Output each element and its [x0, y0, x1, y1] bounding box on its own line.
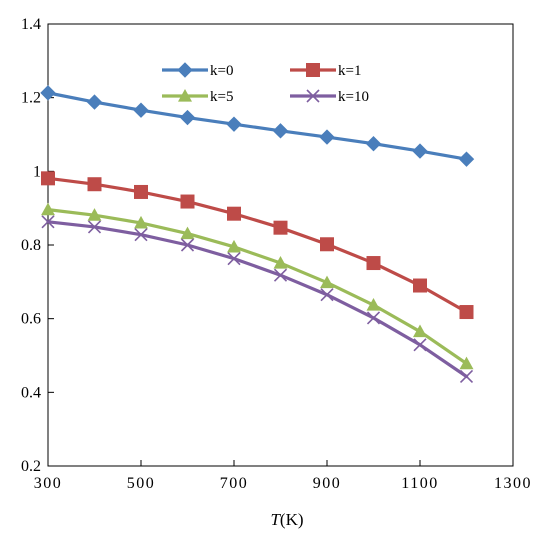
data-point: [459, 305, 474, 320]
series-line: [46, 220, 469, 379]
data-point: [320, 237, 334, 252]
data-point: [412, 143, 428, 159]
y-tick-label: 0.4: [21, 384, 41, 401]
data-point: [459, 369, 474, 384]
data-point: [87, 208, 102, 221]
series-k=5: [41, 202, 474, 370]
data-point-stroke-b: [413, 338, 427, 352]
series-line: [46, 91, 469, 161]
data-point: [134, 184, 148, 199]
data-point: [320, 288, 334, 302]
data-point: [366, 298, 381, 311]
plot-frame: [47, 23, 514, 467]
data-point-stroke-b: [320, 288, 334, 302]
data-point: [319, 129, 335, 145]
data-point-stroke-b: [180, 238, 195, 252]
data-point: [180, 226, 195, 240]
x-tick-label: 900: [313, 475, 342, 492]
data-point: [227, 239, 241, 253]
series-group: [40, 85, 475, 384]
x-tick-label: 1100: [401, 475, 438, 492]
data-point-stroke-b: [41, 215, 55, 229]
data-point: [320, 275, 334, 289]
data-point: [41, 202, 55, 216]
data-point-stroke-b: [366, 311, 381, 325]
legend-label: k=5: [210, 89, 233, 105]
data-point: [272, 123, 289, 139]
data-point: [226, 116, 242, 132]
legend-label: k=1: [338, 63, 361, 79]
data-point: [273, 220, 288, 235]
x-axis-title: T(K): [270, 510, 303, 529]
data-point: [365, 136, 382, 152]
data-point: [413, 338, 427, 352]
legend-label: k=10: [338, 89, 369, 105]
data-point: [179, 109, 196, 126]
data-point: [86, 94, 103, 110]
legend-item: k=10: [290, 89, 369, 105]
data-point-stroke-b: [87, 220, 102, 234]
data-point-stroke-b: [227, 252, 241, 266]
data-point: [273, 268, 288, 282]
x-tick-label: 1300: [494, 475, 532, 492]
axes: 0.2 0.4 0.6 0.8 1 1.2 1.4 300 500 700 900 1100 1300: [21, 16, 532, 492]
legend-swatch-marker: [306, 63, 320, 77]
y-tick-label: 0.6: [21, 311, 41, 328]
x-tick-label: 300: [34, 475, 63, 492]
data-point-stroke-b: [459, 369, 474, 384]
data-point: [41, 171, 55, 186]
legend-item: k=0: [162, 62, 233, 79]
data-point: [180, 238, 195, 252]
plot-area: [47, 23, 514, 467]
legend-label: k=0: [210, 63, 233, 79]
legend-item: k=5: [162, 89, 233, 105]
x-tick-label: 700: [220, 475, 249, 492]
data-point: [40, 85, 56, 101]
data-point: [180, 194, 195, 209]
data-point: [87, 220, 102, 234]
data-point: [413, 278, 427, 293]
series-k=10: [41, 215, 474, 384]
x-axis-title-unit: (K): [280, 510, 304, 529]
legend: k=0 k=1 k=5 k=10: [162, 62, 369, 105]
series-line: [46, 208, 469, 366]
data-point: [134, 228, 148, 242]
data-point: [366, 256, 381, 271]
legend-swatch-marker: [178, 89, 192, 102]
series-k=0: [40, 85, 475, 167]
series-line: [46, 176, 469, 314]
series-k=1: [41, 171, 474, 320]
y-tick-label: 1.4: [21, 16, 41, 33]
data-point: [41, 215, 55, 229]
data-point: [459, 356, 474, 370]
legend-swatch-marker-stroke-b: [306, 89, 320, 103]
legend-swatch-marker: [177, 62, 193, 78]
data-point: [134, 215, 148, 229]
data-point: [413, 324, 427, 338]
y-tick-label: 0.8: [21, 237, 41, 254]
x-tick-label: 500: [127, 475, 156, 492]
data-point: [227, 206, 241, 221]
data-point: [87, 177, 102, 192]
legend-swatch-marker: [306, 89, 320, 103]
data-point: [273, 256, 288, 269]
data-point: [227, 252, 241, 266]
y-tick-label: 1.2: [21, 90, 41, 107]
legend-item: k=1: [290, 63, 361, 79]
data-point: [133, 102, 149, 118]
y-tick-label: 0.2: [21, 458, 41, 475]
x-axis-title-symbol: T: [270, 510, 281, 529]
data-point: [366, 311, 381, 325]
data-point-stroke-b: [134, 228, 148, 242]
y-tick-label: 1: [33, 163, 41, 180]
data-point: [458, 151, 475, 167]
data-point-stroke-b: [273, 268, 288, 282]
